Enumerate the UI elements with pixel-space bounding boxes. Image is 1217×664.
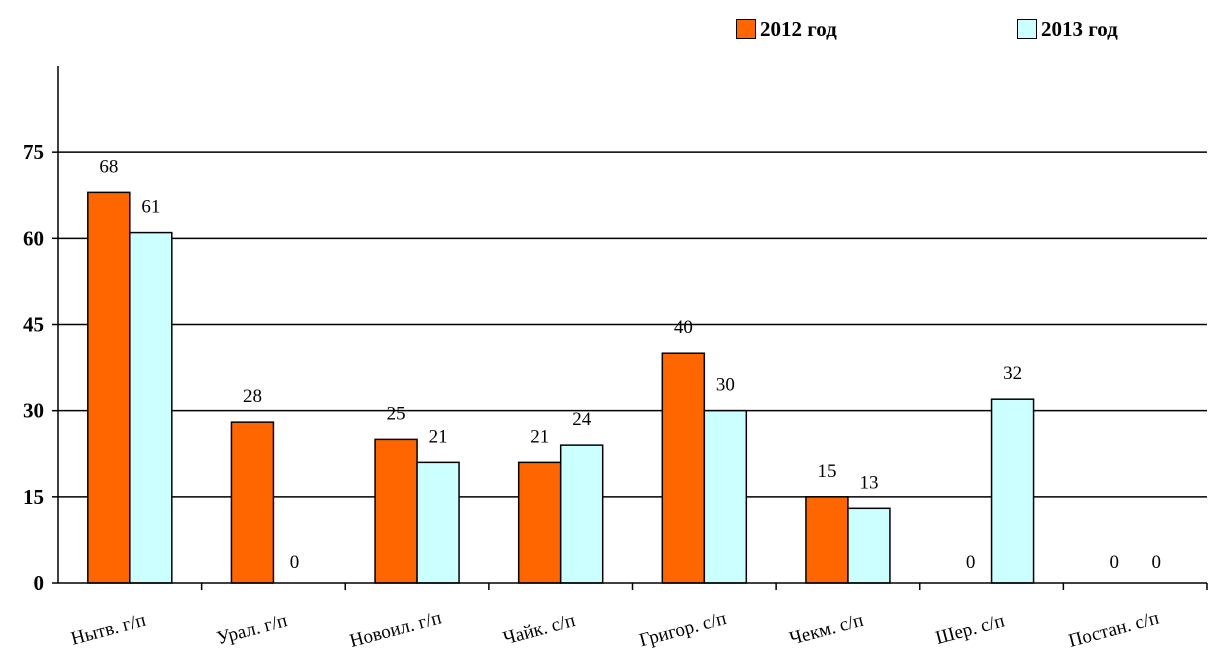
bar-2013 xyxy=(559,444,604,584)
bar-2012 xyxy=(230,421,275,584)
data-label: 0 xyxy=(966,552,976,573)
x-tick-label: Урал. г/п xyxy=(214,610,289,649)
y-tick-label: 0 xyxy=(34,571,45,595)
y-tick-label: 15 xyxy=(23,485,44,509)
y-tick-label: 60 xyxy=(23,226,44,250)
x-tick-label: Шер. с/п xyxy=(933,610,1007,649)
bar-2012 xyxy=(517,461,562,584)
legend-label-2012: 2012 год xyxy=(760,16,837,41)
data-label: 61 xyxy=(141,197,160,218)
x-tick-label: Нытв. г/п xyxy=(69,610,148,650)
x-tick-label: Чекм. с/п xyxy=(787,610,865,650)
y-tick-label: 75 xyxy=(23,140,44,164)
data-label: 28 xyxy=(243,386,262,407)
data-label: 24 xyxy=(572,409,592,430)
data-label: 68 xyxy=(99,156,118,177)
data-label: 32 xyxy=(1003,363,1022,384)
legend-item-2012: 2012 год xyxy=(736,14,837,44)
data-label: 30 xyxy=(716,375,735,396)
x-tick-label: Постан. с/п xyxy=(1066,608,1161,652)
data-label: 40 xyxy=(674,317,693,338)
legend-swatch-2013 xyxy=(1017,19,1037,39)
bar-2012 xyxy=(374,438,418,584)
bar-2013 xyxy=(990,398,1035,584)
bar-2012 xyxy=(661,352,706,584)
bar-2013 xyxy=(847,507,891,584)
legend-swatch-2012 xyxy=(736,19,756,39)
y-tick-label: 45 xyxy=(23,313,44,337)
data-label: 25 xyxy=(387,403,406,424)
data-label: 21 xyxy=(530,426,549,447)
x-tick-label: Чайк. с/п xyxy=(501,610,577,649)
data-label: 13 xyxy=(859,472,878,493)
legend-label-2013: 2013 год xyxy=(1041,16,1118,41)
data-label: 15 xyxy=(817,461,836,482)
legend: 2012 год 2013 год xyxy=(0,14,1217,44)
data-label: 0 xyxy=(1151,552,1161,573)
bar-2013 xyxy=(129,231,173,584)
bar-2013 xyxy=(703,409,748,584)
data-label: 21 xyxy=(429,426,448,447)
bar-2012 xyxy=(805,496,849,584)
legend-item-2013: 2013 год xyxy=(1017,14,1118,44)
bar-2012 xyxy=(87,191,131,584)
data-label: 0 xyxy=(290,552,300,573)
x-tick-label: Григор. с/п xyxy=(637,608,729,651)
data-label: 0 xyxy=(1109,552,1119,573)
y-tick-label: 30 xyxy=(23,399,44,423)
bar-2013 xyxy=(416,461,460,584)
x-tick-label: Новоил. г/п xyxy=(348,607,444,652)
